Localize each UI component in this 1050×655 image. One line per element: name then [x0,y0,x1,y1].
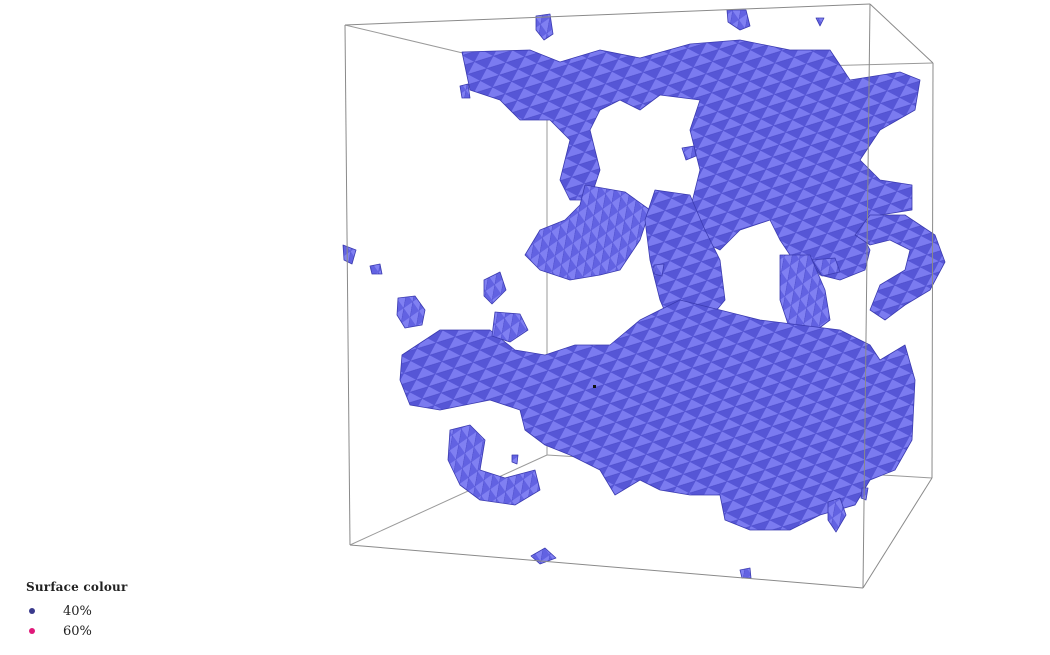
isosurface [342,9,946,579]
legend-item-40[interactable]: 40% [26,601,246,621]
legend-label: 60% [63,623,92,639]
center-marker [593,385,596,388]
legend: Surface colour 40% 60% [26,580,246,641]
legend-title: Surface colour [26,580,128,594]
legend-label: 40% [63,603,92,619]
bounding-box-front [344,3,934,589]
legend-item-60[interactable]: 60% [26,621,246,641]
legend-dot-icon [29,608,35,614]
legend-dot-icon [29,628,35,634]
